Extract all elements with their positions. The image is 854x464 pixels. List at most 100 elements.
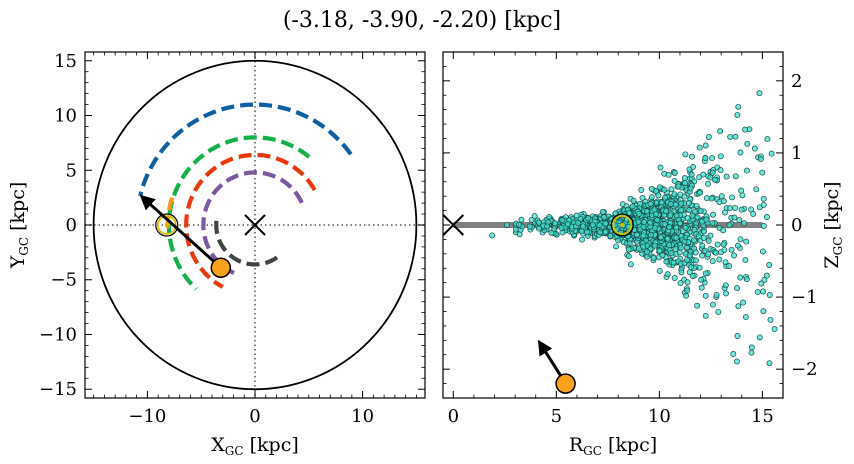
star-point <box>599 208 606 215</box>
spiral-arm-4 <box>165 197 175 229</box>
star-point <box>763 214 770 220</box>
star-point <box>575 220 582 226</box>
star-point <box>767 316 774 323</box>
xy-velocity-arrow <box>139 194 222 269</box>
star-point <box>730 351 737 357</box>
star-point <box>546 213 553 220</box>
star-point <box>717 153 724 160</box>
y-tick-label: 1 <box>791 143 802 164</box>
star-point <box>683 292 690 299</box>
star-point <box>665 171 672 178</box>
star-point <box>696 264 703 271</box>
star-point <box>682 224 689 231</box>
star-point <box>659 252 666 259</box>
star-point <box>709 220 716 227</box>
star-point <box>708 195 715 202</box>
star-point <box>709 169 716 176</box>
y-tick-label: 15 <box>54 51 77 72</box>
star-point <box>684 279 691 286</box>
star-point <box>677 280 684 287</box>
star-point <box>700 171 707 178</box>
y-tick-label: 0 <box>66 215 77 236</box>
star-point <box>728 246 735 253</box>
star-point <box>640 232 647 239</box>
y-tick-label: 0 <box>791 215 802 236</box>
star-point <box>666 242 673 249</box>
x-tick-label: 10 <box>351 406 374 427</box>
star-point <box>702 292 709 299</box>
y-tick-label: −15 <box>39 379 77 400</box>
star-point <box>716 199 723 205</box>
star-point <box>732 173 739 180</box>
star-point <box>689 153 695 160</box>
star-point <box>690 237 697 244</box>
star-point <box>743 238 750 245</box>
star-point <box>677 244 684 251</box>
star-point <box>701 228 707 235</box>
star-point <box>613 243 619 250</box>
star-point <box>626 240 633 247</box>
star-point <box>717 167 724 174</box>
star-point <box>705 251 712 258</box>
rz-galactic-center-b <box>443 214 465 236</box>
star-point <box>742 256 749 263</box>
star-point <box>720 241 727 248</box>
star-point <box>585 215 592 222</box>
star-point <box>583 229 590 236</box>
star-point <box>721 246 728 253</box>
star-point <box>668 186 675 193</box>
spiral-arm-3 <box>201 170 304 275</box>
star-point <box>516 231 523 238</box>
xy-y-axis-label: YGC [kpc] <box>7 182 31 270</box>
star-point <box>760 201 767 208</box>
star-point <box>596 222 603 229</box>
star-point <box>682 180 689 187</box>
star-point <box>768 150 775 157</box>
star-point <box>722 259 729 266</box>
star-point <box>625 253 632 260</box>
star-point <box>531 213 538 220</box>
star-point <box>757 156 764 163</box>
star-point <box>709 258 716 265</box>
star-point <box>734 333 741 339</box>
star-point <box>722 282 729 289</box>
star-point <box>661 186 668 193</box>
x-tick-label: −10 <box>128 406 166 427</box>
star-point <box>705 180 711 187</box>
star-point <box>694 302 701 309</box>
x-tick-label: 15 <box>751 406 774 427</box>
star-point <box>723 290 729 297</box>
star-point <box>681 175 688 182</box>
star-point <box>648 194 655 201</box>
star-point <box>737 149 744 156</box>
star-point <box>640 243 647 250</box>
star-point <box>602 228 609 235</box>
star-point <box>675 183 682 190</box>
star-point <box>636 210 643 217</box>
star-point <box>759 169 766 176</box>
rz-ticks: 0 5 10 15 −2 −1 0 1 2 <box>443 52 818 427</box>
star-point <box>709 301 716 308</box>
star-point <box>689 212 696 219</box>
sun-marker-ring <box>156 215 177 235</box>
sun-marker-dot <box>620 223 625 227</box>
star-point <box>734 111 741 118</box>
star-point <box>667 212 674 219</box>
star-point <box>651 242 658 249</box>
galaxy-boundary-circle <box>92 59 418 391</box>
star-point <box>686 252 693 259</box>
spiral-arm-2 <box>184 152 317 289</box>
star-point <box>709 155 716 162</box>
star-point <box>684 256 691 263</box>
star-point <box>759 248 766 255</box>
star-point <box>697 189 704 196</box>
rz-plot-content <box>443 90 778 394</box>
star-point <box>722 209 728 216</box>
star-point <box>650 255 657 262</box>
star-point <box>630 197 637 204</box>
x-tick-label: 0 <box>249 406 260 427</box>
star-point <box>703 216 710 223</box>
star-point <box>662 194 669 201</box>
star-point <box>727 205 733 212</box>
star-point <box>633 231 640 238</box>
